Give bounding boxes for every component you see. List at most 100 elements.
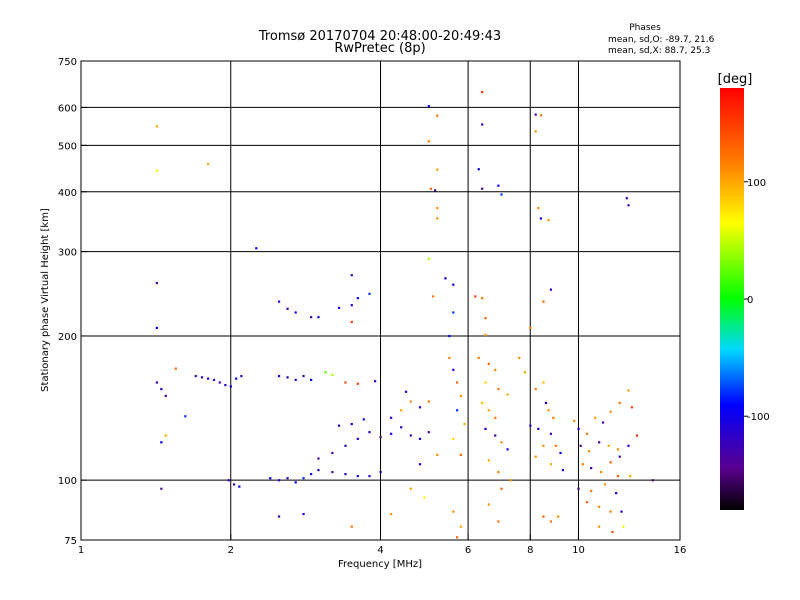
echo-point xyxy=(607,444,610,447)
echo-point xyxy=(534,113,537,116)
echo-point xyxy=(235,377,238,380)
x-tick-label: 16 xyxy=(674,545,687,556)
echo-point xyxy=(331,451,334,455)
echo-point xyxy=(206,163,210,166)
echo-point xyxy=(500,487,503,490)
echo-point xyxy=(518,356,521,360)
echo-point xyxy=(452,368,455,371)
grid-lines xyxy=(81,61,680,540)
echo-point xyxy=(585,501,589,504)
echo-point xyxy=(374,380,377,383)
echo-point xyxy=(436,217,439,220)
echo-point xyxy=(155,326,158,330)
echo-point xyxy=(481,91,484,94)
echo-point xyxy=(427,105,430,108)
echo-point xyxy=(629,475,632,478)
echo-point xyxy=(534,130,537,133)
echo-point xyxy=(534,387,537,391)
echo-point xyxy=(344,381,347,384)
echo-point xyxy=(487,409,490,412)
echo-point xyxy=(554,444,557,447)
echo-point xyxy=(350,274,353,277)
phase-header: Phases xyxy=(629,23,661,33)
echo-point xyxy=(434,189,437,192)
y-tick-label: 400 xyxy=(58,188,77,199)
echo-point xyxy=(452,510,455,513)
echo-point xyxy=(294,311,297,314)
echo-point xyxy=(529,424,532,427)
echo-point xyxy=(448,356,451,360)
echo-point xyxy=(423,496,426,499)
echo-point xyxy=(356,382,359,385)
echo-point xyxy=(481,401,484,405)
echo-point xyxy=(317,457,320,460)
echo-point xyxy=(286,477,289,480)
echo-point xyxy=(547,219,550,222)
echo-point xyxy=(549,520,553,523)
colorbar-label: [deg] xyxy=(718,72,753,87)
echo-point xyxy=(484,381,487,384)
echo-point xyxy=(317,316,320,319)
echo-point xyxy=(561,469,564,472)
echo-point xyxy=(497,470,500,474)
x-tick-label: 4 xyxy=(377,545,383,556)
echo-point xyxy=(324,371,327,374)
echo-point xyxy=(609,510,612,513)
data-points xyxy=(155,91,654,539)
echo-point xyxy=(557,515,560,518)
x-tick-label: 10 xyxy=(572,545,585,556)
echo-point xyxy=(277,479,281,482)
echo-point xyxy=(547,409,550,412)
echo-point xyxy=(651,479,654,482)
echo-point xyxy=(452,283,455,286)
echo-point xyxy=(622,525,625,528)
echo-point xyxy=(620,510,623,513)
echo-point xyxy=(155,169,158,172)
echo-point xyxy=(240,374,243,378)
echo-point xyxy=(331,470,334,474)
x-tick-label: 6 xyxy=(465,545,471,556)
echo-point xyxy=(350,320,353,324)
echo-point xyxy=(552,416,555,419)
echo-point xyxy=(523,371,526,374)
echo-point xyxy=(302,512,305,516)
echo-point xyxy=(549,288,553,291)
echo-point xyxy=(429,187,433,190)
echo-point xyxy=(577,427,580,431)
echo-point xyxy=(625,197,628,200)
chart-subtitle: RwPretec (8p) xyxy=(334,41,425,56)
echo-point xyxy=(418,406,422,409)
echo-point xyxy=(409,487,412,490)
echo-point xyxy=(331,373,334,376)
echo-point xyxy=(494,416,497,419)
echo-point xyxy=(444,277,447,280)
echo-point xyxy=(212,378,216,381)
y-tick-label: 100 xyxy=(58,476,77,487)
echo-point xyxy=(456,381,459,384)
echo-point xyxy=(609,410,612,413)
echo-point xyxy=(542,300,545,303)
echo-point xyxy=(506,448,509,451)
echo-point xyxy=(627,444,630,447)
echo-point xyxy=(155,281,158,285)
chart-title: Tromsø 20170704 20:48:00-20:49:43 xyxy=(258,29,501,44)
echo-point xyxy=(232,483,236,486)
echo-point xyxy=(404,390,408,393)
echo-point xyxy=(356,297,359,300)
echo-point xyxy=(368,431,371,434)
echo-point xyxy=(456,536,459,539)
echo-point xyxy=(497,520,500,523)
echo-point xyxy=(494,368,497,371)
y-axis-label: Stationary phase Virtual Height [km] xyxy=(40,208,51,392)
echo-point xyxy=(585,432,589,435)
echo-point xyxy=(431,295,435,298)
echo-point xyxy=(362,418,365,421)
echo-point xyxy=(598,525,601,528)
echo-point xyxy=(481,123,484,126)
colorbar xyxy=(720,88,744,510)
echo-point xyxy=(356,475,359,478)
echo-point xyxy=(164,434,167,437)
echo-point xyxy=(456,409,459,412)
echo-point xyxy=(255,247,258,250)
